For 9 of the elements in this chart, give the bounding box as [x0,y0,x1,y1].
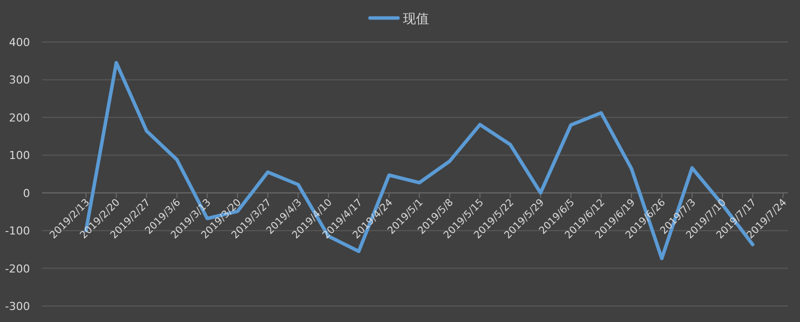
y-tick-label: -200 [5,262,30,276]
y-tick-label: 0 [23,186,30,200]
y-tick-label: 400 [9,36,30,49]
y-tick-label: -300 [5,300,30,313]
y-tick-label: 200 [9,111,30,124]
y-tick-label: -100 [5,224,30,238]
y-tick-label: 300 [9,74,30,87]
y-tick-label: 100 [9,149,30,162]
legend-label: 现值 [403,12,429,27]
